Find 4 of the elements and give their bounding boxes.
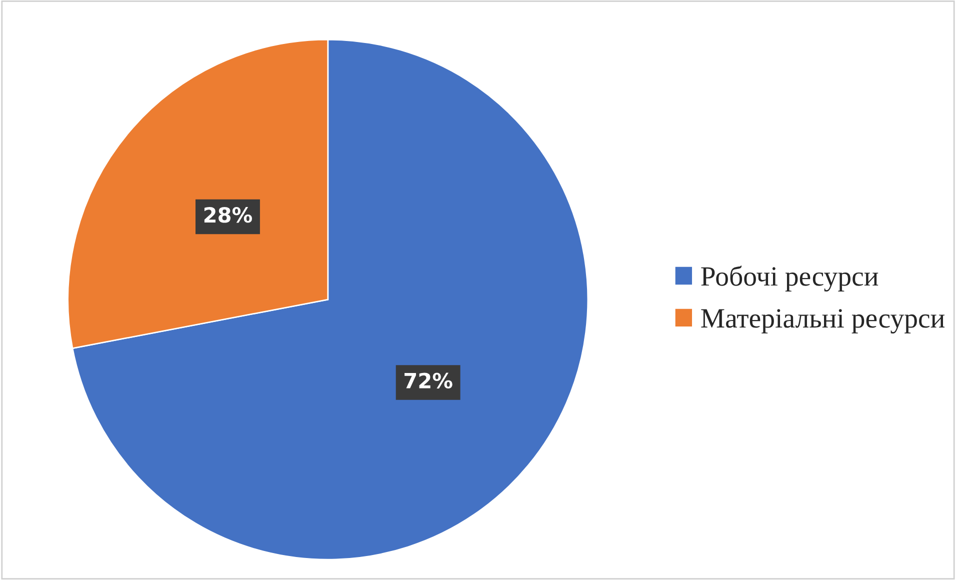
- legend-label: Матеріальні ресурси: [701, 309, 945, 334]
- data-label: 28%: [204, 206, 252, 223]
- legend-label: Робочі ресурси: [701, 266, 878, 292]
- data-label: 72%: [404, 372, 452, 388]
